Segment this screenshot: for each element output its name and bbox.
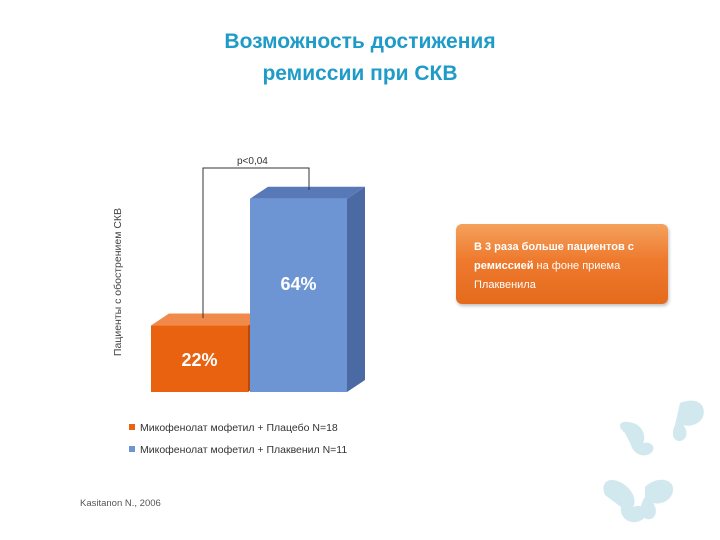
slide-title: Возможность достижения ремиссии при СКВ <box>0 26 720 90</box>
legend-swatch-1 <box>129 424 135 430</box>
callout-text: на фоне приема <box>533 260 621 272</box>
bar-side-2 <box>347 186 365 392</box>
title-line-2: ремиссии при СКВ <box>262 62 458 85</box>
bar-value-label-2: 64% <box>280 274 316 294</box>
significance-bracket <box>202 167 310 318</box>
bar-value-label-1: 22% <box>181 350 217 370</box>
callout-box: В 3 раза больше пациентов с ремиссией на… <box>456 224 668 304</box>
p-value-annotation: p<0,04 <box>237 156 268 167</box>
callout-line-3: Плаквенила <box>474 279 536 291</box>
source-citation: Kasitanon N., 2006 <box>80 498 161 509</box>
legend-label-1: Микофенолат мофетил + Плацебо N=18 <box>140 422 338 434</box>
callout-bold-line-1: В 3 раза больше пациентов с <box>474 241 634 253</box>
bar-1 <box>151 325 248 392</box>
y-axis-label: Пациенты с обострением СКВ <box>112 208 124 356</box>
bar-top-1 <box>151 313 266 326</box>
butterfly-icon <box>603 400 704 523</box>
legend-swatch-2 <box>129 446 135 452</box>
butterfly-decoration <box>603 400 704 523</box>
callout-bold-word: ремиссией <box>474 260 534 272</box>
title-line-1: Возможность достижения <box>224 30 496 53</box>
bar-top-2 <box>250 186 365 199</box>
bar-2 <box>250 198 347 392</box>
legend-label-2: Микофенолат мофетил + Плаквенил N=11 <box>140 444 347 456</box>
